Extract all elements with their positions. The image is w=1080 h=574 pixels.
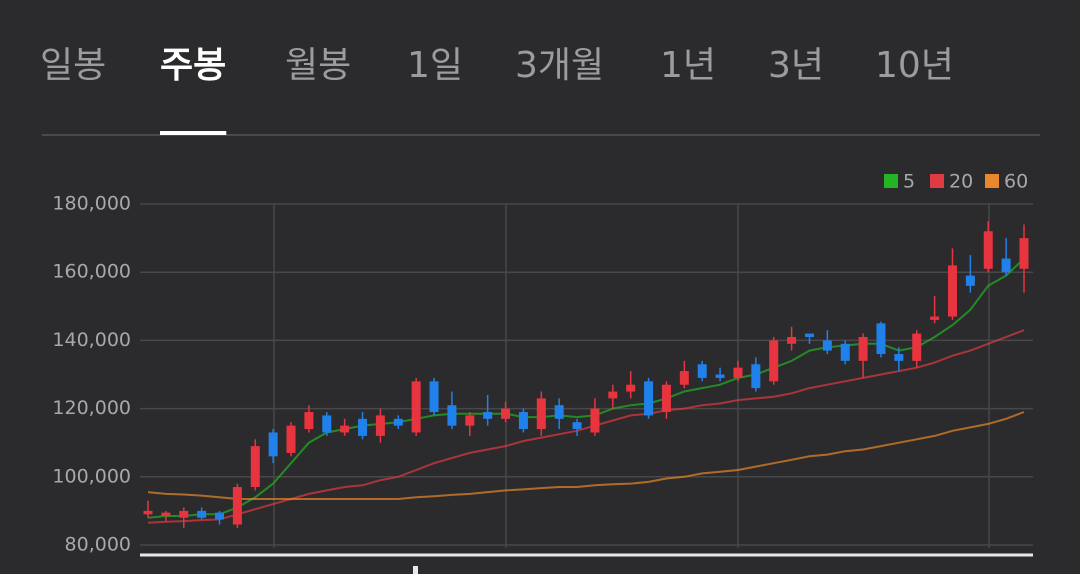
- tab[interactable]: 3개월: [515, 45, 604, 86]
- candle-body: [322, 415, 332, 433]
- y-tick-label: 100,000: [52, 465, 131, 487]
- candle-body: [286, 425, 296, 453]
- candle-body: [536, 398, 546, 430]
- candle-body: [197, 510, 207, 518]
- candle-body: [501, 408, 511, 419]
- y-tick-label: 140,000: [52, 329, 131, 351]
- candle-body: [572, 422, 582, 430]
- candle-body: [304, 412, 314, 430]
- candle-body: [769, 340, 779, 382]
- y-tick-label: 80,000: [65, 534, 131, 556]
- candle-body: [608, 391, 618, 399]
- candle-body: [822, 340, 832, 351]
- axis-marker: [413, 566, 418, 574]
- candle-body: [465, 415, 475, 426]
- candle-body: [787, 336, 797, 344]
- candle-body: [215, 512, 225, 520]
- candle-body: [393, 418, 403, 426]
- legend-label: 5: [903, 171, 915, 193]
- legend-label: 20: [949, 171, 973, 193]
- candle-body: [447, 405, 457, 426]
- candle-body: [590, 408, 600, 433]
- candle-body: [876, 323, 886, 355]
- tab[interactable]: 월봉: [285, 45, 351, 86]
- y-tick-label: 180,000: [52, 193, 131, 215]
- candle-body: [858, 336, 868, 361]
- candle-body: [733, 367, 743, 378]
- tab[interactable]: 1년: [660, 45, 716, 86]
- candle-body: [358, 418, 368, 436]
- candle-body: [161, 512, 171, 517]
- candle-body: [804, 333, 814, 337]
- candle-body: [965, 275, 975, 286]
- candle-body: [930, 316, 940, 320]
- candle-body: [644, 381, 654, 416]
- vertical-grid: [273, 204, 990, 548]
- legend-swatch: [884, 174, 898, 188]
- candle-body: [912, 333, 922, 361]
- moving-average-line: [147, 257, 1025, 519]
- tab-underline: [160, 131, 227, 135]
- legend-swatch: [985, 174, 999, 188]
- candle-body: [143, 510, 153, 515]
- moving-average-line: [147, 329, 1025, 524]
- y-tick-label: 160,000: [52, 261, 131, 283]
- candle-body: [268, 432, 278, 457]
- candle-body: [715, 374, 725, 378]
- candle-body: [411, 381, 421, 433]
- candle-body: [483, 412, 493, 419]
- candle-body: [232, 487, 242, 525]
- candle-body: [697, 364, 707, 378]
- candle-body: [679, 371, 689, 385]
- candle-body: [1001, 258, 1011, 273]
- candle-body: [518, 412, 528, 430]
- candle-body: [375, 415, 385, 436]
- tab[interactable]: 10년: [875, 45, 954, 86]
- candle-body: [894, 354, 904, 361]
- candle-body: [840, 343, 850, 361]
- candle-body: [983, 231, 993, 269]
- candle-body: [429, 381, 439, 413]
- candle-body: [947, 265, 957, 317]
- candle-body: [250, 446, 260, 488]
- tab[interactable]: 3년: [768, 45, 824, 86]
- tab[interactable]: 주봉: [160, 45, 226, 86]
- candle-body: [661, 384, 671, 413]
- moving-average-line: [147, 411, 1025, 500]
- candle-body: [340, 425, 350, 433]
- candle-body: [1019, 238, 1029, 269]
- candle-body: [626, 384, 636, 392]
- candle-body: [751, 364, 761, 389]
- candle-body: [179, 510, 189, 518]
- tab[interactable]: 일봉: [40, 45, 106, 86]
- tab[interactable]: 1일: [407, 45, 463, 86]
- legend-swatch: [930, 174, 944, 188]
- legend-label: 60: [1004, 171, 1028, 193]
- candle-body: [554, 405, 564, 419]
- y-tick-label: 120,000: [52, 397, 131, 419]
